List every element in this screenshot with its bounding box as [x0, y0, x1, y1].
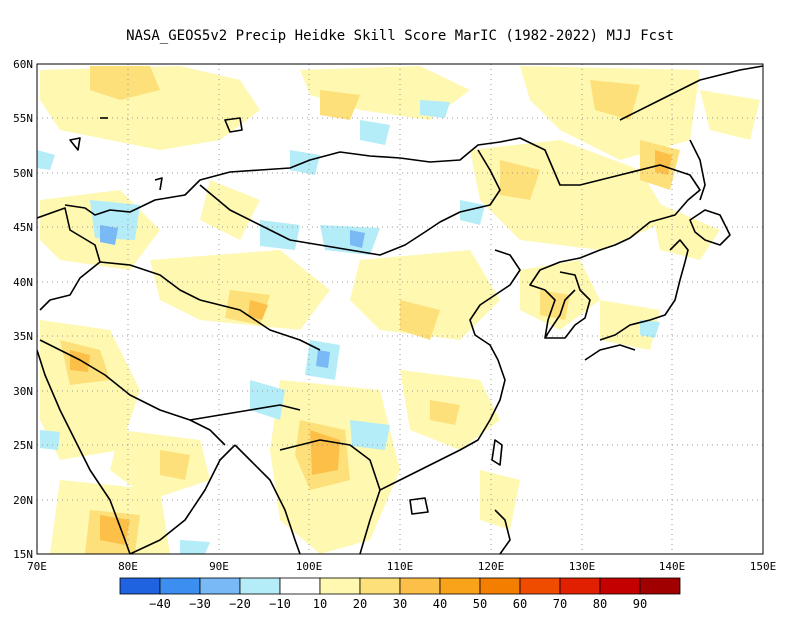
lat-tick-label: 55N — [13, 112, 33, 125]
lon-tick-label: 80E — [118, 560, 138, 573]
lat-tick-labels: 15N 20N 25N 30N 35N 40N 45N 50N 55N 60N — [13, 58, 33, 561]
colorbar-swatch — [279, 577, 321, 595]
lon-tick-label: 110E — [387, 560, 414, 573]
colorbar-swatch — [559, 577, 601, 595]
plot-frame — [36, 63, 764, 555]
colorbar-label: −20 — [229, 597, 251, 611]
colorbar-swatch — [319, 577, 361, 595]
lon-tick-label: 150E — [750, 560, 777, 573]
colorbar-swatch — [119, 577, 161, 595]
colorbar-swatch — [239, 577, 281, 595]
lat-tick-label: 20N — [13, 494, 33, 507]
lon-tick-label: 140E — [659, 560, 686, 573]
colorbar-swatch — [439, 577, 481, 595]
colorbar-swatch — [159, 577, 201, 595]
colorbar-label: 30 — [393, 597, 407, 611]
colorbar-swatch — [399, 577, 441, 595]
colorbar-label: 40 — [433, 597, 447, 611]
colorbar-label: 10 — [313, 597, 327, 611]
colorbar-label: 70 — [553, 597, 567, 611]
coastlines — [37, 65, 763, 554]
colorbar-swatch — [519, 577, 561, 595]
colorbar-swatch — [199, 577, 241, 595]
colorbar-swatch — [359, 577, 401, 595]
colorbar-label: 80 — [593, 597, 607, 611]
lon-tick-label: 70E — [27, 560, 47, 573]
colorbar-label: 90 — [633, 597, 647, 611]
colorbar-swatch — [479, 577, 521, 595]
lon-tick-labels: 70E 80E 90E 100E 110E 120E 130E 140E 150… — [27, 560, 776, 573]
colorbar-swatch — [599, 577, 641, 595]
lon-tick-label: 100E — [296, 560, 323, 573]
colorbar-label: −40 — [149, 597, 171, 611]
lat-tick-label: 60N — [13, 58, 33, 71]
chart-title: NASA_GEOS5v2 Precip Heidke Skill Score M… — [126, 28, 674, 44]
colorbar: −40 −30 −20 −10 10 20 30 40 50 60 70 80 90 — [119, 577, 681, 611]
colorbar-swatch — [639, 577, 681, 595]
colorbar-label: 60 — [513, 597, 527, 611]
lat-tick-label: 25N — [13, 439, 33, 452]
colorbar-label: −30 — [189, 597, 211, 611]
lat-tick-label: 15N — [13, 548, 33, 561]
lat-tick-label: 30N — [13, 385, 33, 398]
lon-tick-label: 120E — [478, 560, 505, 573]
lat-tick-label: 45N — [13, 221, 33, 234]
colorbar-label: 20 — [353, 597, 367, 611]
colorbar-label: 50 — [473, 597, 487, 611]
lat-tick-label: 50N — [13, 167, 33, 180]
colorbar-label: −10 — [269, 597, 291, 611]
lat-lon-grid — [37, 64, 763, 554]
lat-tick-label: 35N — [13, 330, 33, 343]
lon-tick-label: 130E — [569, 560, 596, 573]
lat-tick-label: 40N — [13, 276, 33, 289]
lon-tick-label: 90E — [209, 560, 229, 573]
